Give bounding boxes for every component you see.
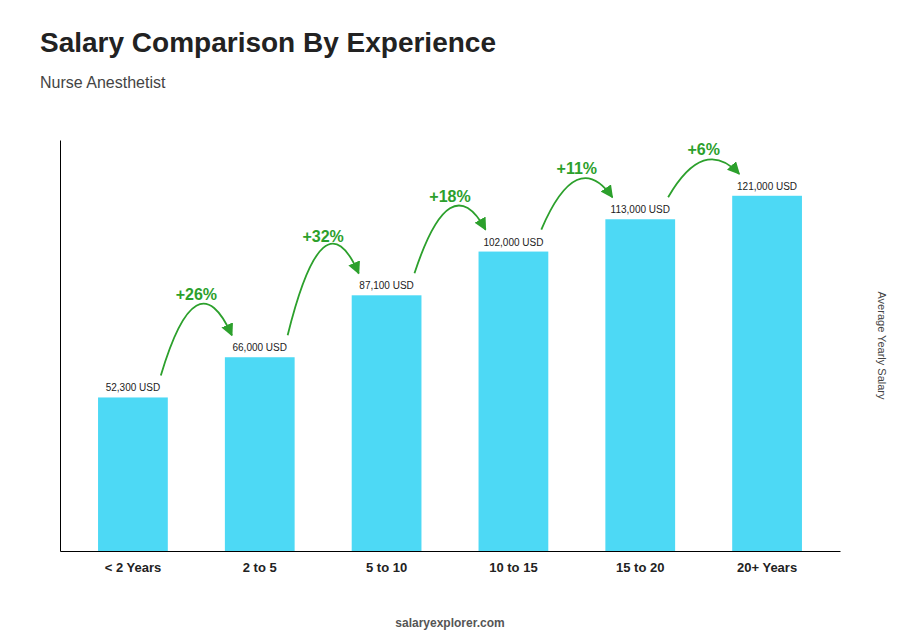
x-tick-label: 15 to 20 — [616, 560, 664, 575]
x-tick: 2 to 5 — [243, 551, 277, 575]
change-label: +18% — [429, 188, 470, 205]
bar — [479, 252, 549, 551]
x-tick: 10 to 15 — [489, 551, 537, 575]
bar — [225, 357, 295, 551]
title: Salary Comparison By Experience — [40, 27, 496, 58]
plot: < 2 Years 2 to 5 5 to 10 10 to 15 15 to 20 20… — [61, 141, 841, 576]
x-tick: 15 to 20 — [616, 551, 664, 575]
change-arrow — [414, 205, 485, 273]
watermark: salaryexplorer.com — [395, 616, 504, 630]
x-tick: 5 to 10 — [366, 551, 407, 575]
value-label: 113,000 USD — [611, 204, 670, 215]
chart: < 2 Years 2 to 5 5 to 10 10 to 15 15 to 20 20… — [0, 0, 900, 641]
value-labels: 52,300 USD 66,000 USD 87,100 USD 102,000 US… — [106, 181, 797, 394]
bar — [605, 219, 675, 551]
value-label: 52,300 USD — [106, 382, 160, 393]
change-label: +11% — [557, 160, 597, 177]
y-label: Average Yearly Salary — [876, 291, 888, 400]
x-tick-label: 20+ Years — [737, 560, 797, 575]
x-axis: < 2 Years 2 to 5 5 to 10 10 to 15 15 to 20 20… — [61, 551, 841, 575]
change-label: +32% — [302, 228, 343, 245]
bar — [732, 196, 802, 551]
bar — [98, 397, 168, 551]
x-tick-label: 2 to 5 — [243, 560, 277, 575]
x-tick-label: 5 to 10 — [366, 560, 407, 575]
value-label: 121,000 USD — [737, 181, 797, 192]
y-axis-line — [60, 141, 61, 552]
value-label: 102,000 USD — [483, 237, 543, 248]
x-tick: < 2 Years — [105, 551, 162, 575]
value-label: 66,000 USD — [233, 342, 287, 353]
x-tick-label: 10 to 15 — [489, 560, 537, 575]
x-tick: 20+ Years — [737, 551, 797, 575]
change-arrow — [541, 178, 612, 229]
subtitle: Nurse Anesthetist — [40, 74, 166, 91]
x-tick-label: < 2 Years — [105, 560, 162, 575]
bars — [98, 196, 802, 551]
y-axis — [60, 141, 61, 552]
change-label: +26% — [176, 286, 217, 303]
change-arrow — [668, 159, 739, 197]
change-annotations: +26% +32% +18% +11% +6% — [161, 141, 739, 376]
value-label: 87,100 USD — [359, 280, 413, 291]
bar — [352, 295, 422, 551]
change-arrow — [288, 244, 359, 336]
change-arrow — [161, 304, 232, 376]
x-axis-line — [61, 551, 841, 552]
change-label: +6% — [687, 141, 719, 158]
